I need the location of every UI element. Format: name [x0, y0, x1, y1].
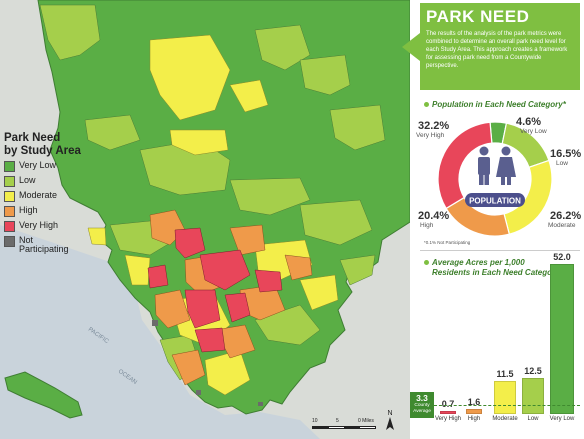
population-category-label: Very High — [416, 132, 445, 139]
acres-bar — [440, 411, 456, 414]
county-average-badge: 3.3 County Average — [410, 392, 434, 418]
population-title-text: Population in Each Need Category* — [432, 100, 566, 109]
scale-label-right: 0 Miles — [358, 418, 374, 424]
bullet-icon — [424, 102, 429, 107]
legend-swatch — [4, 161, 15, 172]
scale-label-left: 10 — [312, 418, 318, 424]
panel-title: PARK NEED — [426, 7, 530, 26]
legend-items: Very Low Low Moderate High Very High Not Part… — [4, 161, 102, 254]
county-average-label: County Average — [413, 403, 431, 414]
population-percent: 26.2% — [550, 210, 582, 222]
legend-label: Low — [19, 175, 36, 185]
population-donut-chart: POPULATION — [437, 121, 553, 237]
acres-title-text: Average Acres per 1,000 Residents in Eac… — [432, 258, 560, 277]
bullet-icon — [424, 260, 429, 265]
acres-bar — [522, 377, 544, 414]
map-legend: Park Need by Study Area Very Low Low Moder… — [4, 132, 102, 254]
park-need-panel: PARK NEED The results of the analysis of… — [402, 0, 584, 439]
scale-bar: 10 5 0 Miles — [312, 418, 376, 429]
very-high-need-areas — [147, 227, 283, 353]
acres-bar-value: 11.5 — [496, 368, 514, 379]
acres-bar-value: 52.0 — [553, 252, 571, 262]
acres-bar-value: 0.7 — [441, 399, 455, 409]
legend-item: Very Low — [4, 161, 102, 172]
legend-label: Very Low — [19, 160, 57, 170]
legend-label: Moderate — [19, 190, 58, 200]
population-percent: 20.4% — [418, 210, 450, 222]
legend-item: Not Participating — [4, 236, 102, 254]
population-section-title: Population in Each Need Category* — [424, 100, 582, 110]
population-banner — [465, 193, 525, 207]
acres-bar — [550, 264, 574, 414]
acres-bar-category: Very Low — [549, 416, 575, 422]
legend-swatch — [4, 176, 15, 187]
legend-item: Very High — [4, 221, 102, 232]
legend-item: Low — [4, 176, 102, 187]
scale-label-mid: 5 — [336, 418, 339, 424]
legend-item: High — [4, 206, 102, 217]
acres-bar-category: Very High — [435, 416, 462, 422]
population-category-label: Moderate — [548, 222, 576, 229]
panel-description: The results of the analysis of the park … — [426, 31, 568, 69]
population-category-label: Very Low — [520, 128, 547, 135]
population-category-label: Low — [556, 160, 568, 167]
donut-slice — [437, 121, 493, 210]
legend-swatch — [4, 221, 15, 232]
catalina-island — [4, 371, 83, 419]
park-need-map: PACIFIC OCEAN Park Need by Study Area Ve… — [0, 0, 411, 439]
population-percent: 16.5% — [550, 148, 582, 160]
county-average-value: 3.3 — [416, 393, 428, 403]
north-arrow-icon: N — [385, 410, 395, 433]
population-percent: 32.2% — [418, 120, 450, 132]
legend-item: Moderate — [4, 191, 102, 202]
map-canvas: PACIFIC OCEAN — [0, 0, 411, 439]
population-category-label: High — [420, 222, 434, 229]
acres-bar — [466, 409, 482, 414]
legend-swatch — [4, 191, 15, 202]
acres-bar-value: 1.6 — [467, 397, 481, 408]
county-average-line — [434, 405, 580, 406]
population-percent: 4.6% — [516, 116, 542, 128]
legend-title: Park Need by Study Area — [4, 132, 81, 157]
panel-header: PARK NEED The results of the analysis of… — [402, 3, 580, 90]
acres-bar-category: Low — [527, 416, 539, 422]
north-label: N — [387, 410, 393, 417]
legend-label: High — [19, 205, 38, 215]
acres-section-title: Average Acres per 1,000 Residents in Eac… — [424, 258, 562, 277]
acres-bar-category: High — [467, 416, 481, 422]
people-icon — [478, 146, 516, 185]
scale-labels: 10 5 0 Miles — [312, 418, 376, 426]
legend-label: Not Participating — [19, 235, 69, 254]
pointer-arrow-icon — [402, 33, 420, 61]
county-outline — [37, 0, 411, 415]
legend-swatch — [4, 236, 15, 247]
acres-bar-value: 12.5 — [524, 365, 542, 376]
population-center-label: POPULATION — [469, 197, 521, 206]
acres-bar-category: Moderate — [492, 416, 518, 422]
not-participating-areas — [152, 320, 263, 406]
footnote: *0.1% Not Participating — [424, 240, 471, 245]
legend-swatch — [4, 206, 15, 217]
pacific-ocean — [0, 225, 320, 439]
acres-bar — [494, 380, 516, 414]
scale-graphic — [312, 426, 376, 429]
section-divider — [420, 250, 580, 251]
legend-label: Very High — [19, 220, 59, 230]
